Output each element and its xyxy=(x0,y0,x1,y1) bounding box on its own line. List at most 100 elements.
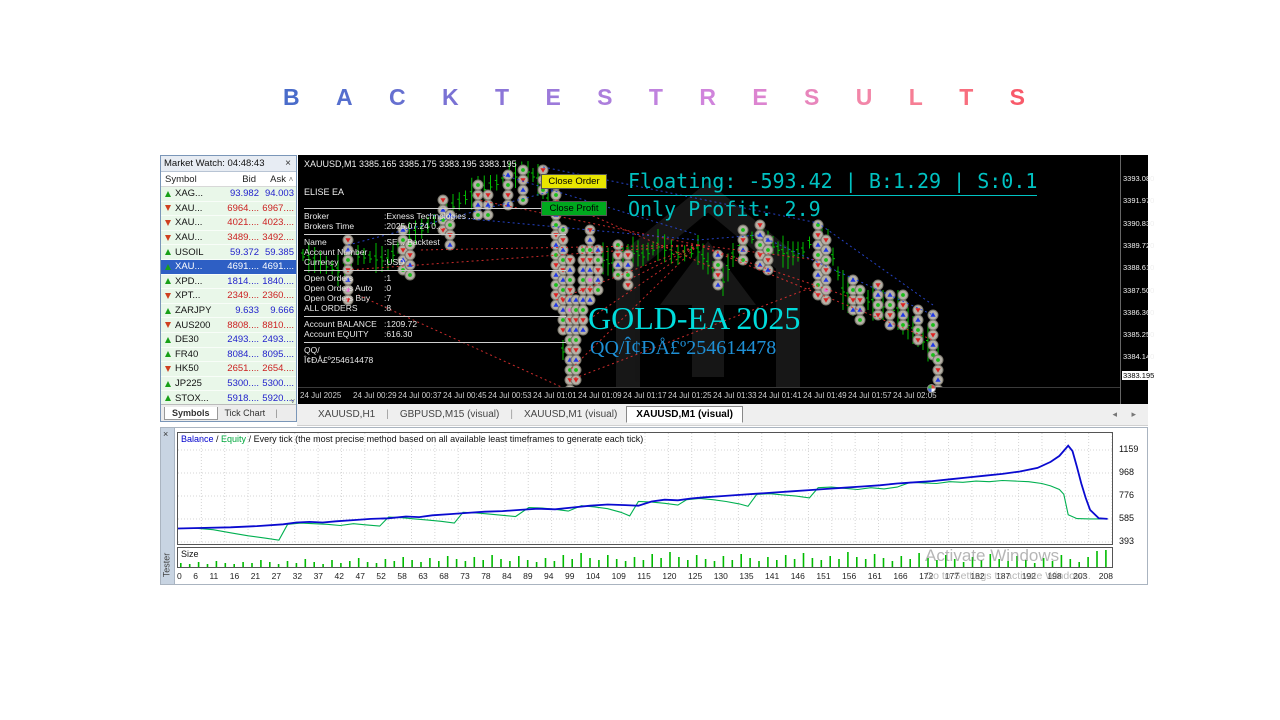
info-row: QQ/Î¢ÐÅ£º254614478 xyxy=(304,345,566,365)
symbol-name: AUS200 xyxy=(175,319,211,331)
title-letter: R xyxy=(699,84,716,110)
info-label: Open Orders xyxy=(304,273,354,283)
bid-value: 1814.... xyxy=(227,275,259,287)
close-icon[interactable]: × xyxy=(285,158,291,169)
chart-tab-3[interactable]: XAUUSD,M1 (visual) xyxy=(626,406,743,423)
market-watch-row[interactable]: AUS200 8808.... 8810.... xyxy=(161,318,296,333)
chart-plot[interactable]: XAUUSD,M1 3385.165 3385.175 3383.195 338… xyxy=(298,155,1120,387)
price-label: 3388.610 xyxy=(1123,263,1155,273)
info-row: Currency:USD xyxy=(304,257,566,267)
info-row: Brokers Time:2025.07.24 0... xyxy=(304,221,566,231)
scroll-down-icon[interactable]: ˅ xyxy=(290,396,295,406)
tester-x-tick: 146 xyxy=(790,571,805,581)
market-watch-row[interactable]: HK50 2651.... 2654.... xyxy=(161,362,296,377)
market-watch-row[interactable]: XPT... 2349.... 2360.... xyxy=(161,289,296,304)
tester-x-tick: 161 xyxy=(867,571,882,581)
market-watch-row[interactable]: XAU... 4691.... 4691.... xyxy=(161,259,296,275)
tester-x-tick: 182 xyxy=(970,571,985,581)
ask-value: 2493.... xyxy=(262,334,294,346)
market-watch-row[interactable]: USOIL 59.372 59.385 xyxy=(161,245,296,260)
time-label: 24 Jul 01:17 xyxy=(623,391,667,400)
title-letter: S xyxy=(1009,84,1025,110)
close-profit-button[interactable]: Close Profit xyxy=(541,201,607,216)
symbol-name: XPT... xyxy=(175,290,201,302)
ask-value: 94.003 xyxy=(264,188,294,200)
tab-divider: | xyxy=(386,409,389,420)
symbol-name: DE30 xyxy=(175,334,199,346)
close-icon[interactable]: × xyxy=(163,429,169,439)
symbol-name: ZARJPY xyxy=(175,305,212,317)
tester-y-tick: 776 xyxy=(1119,490,1135,500)
market-watch-row[interactable]: XAU... 3489.... 3492.... xyxy=(161,230,296,246)
tick-up-icon xyxy=(161,190,175,197)
info-separator xyxy=(304,208,566,209)
tab-scroll-icons[interactable]: ◂ ▸ xyxy=(1112,409,1142,419)
arrow-up-glyph xyxy=(165,249,171,256)
info-row: ALL ORDERS:8 xyxy=(304,303,566,313)
chart-canvas xyxy=(298,155,1120,387)
tester-x-tick: 32 xyxy=(292,571,303,581)
chart-tab-1[interactable]: GBPUSD,M15 (visual) xyxy=(399,409,500,420)
info-label: Currency xyxy=(304,257,339,267)
price-label: 3389.720 xyxy=(1123,240,1155,250)
title-letter: K xyxy=(442,84,459,110)
only-profit-overlay: Only Profit: 2.9 xyxy=(628,197,821,221)
market-watch-row[interactable]: XAU... 4021.... 4023.... xyxy=(161,216,296,231)
tester-y-tick: 393 xyxy=(1119,536,1135,546)
tester-x-tick: 78 xyxy=(481,571,491,581)
tester-side-strip: × Tester xyxy=(161,428,175,584)
tester-x-tick: 47 xyxy=(355,571,365,581)
info-label: QQ/Î¢ÐÅ£º254614478 xyxy=(304,345,374,365)
close-order-button[interactable]: Close Order xyxy=(541,174,607,189)
column-ask[interactable]: Ask xyxy=(270,173,286,185)
market-watch-row[interactable]: XAG... 93.982 94.003 xyxy=(161,187,296,202)
tester-x-tick: 37 xyxy=(313,571,324,581)
market-watch-header: Symbol Bid Ask ˄ xyxy=(161,172,296,187)
market-watch-tab-tick-chart[interactable]: Tick Chart xyxy=(224,408,266,418)
column-bid[interactable]: Bid xyxy=(242,173,256,185)
title-letter: L xyxy=(908,84,923,110)
time-label: 24 Jul 01:41 xyxy=(758,391,802,400)
bid-value: 8808.... xyxy=(227,319,259,331)
market-watch-row[interactable]: XPD... 1814.... 1840.... xyxy=(161,274,296,290)
tester-graph-canvas xyxy=(177,433,1113,544)
ask-value: 2360.... xyxy=(262,290,294,302)
tester-x-tick: 16 xyxy=(229,571,240,581)
tester-x-tick: 151 xyxy=(816,571,831,581)
tester-x-tick: 68 xyxy=(439,571,449,581)
chart-tab-2[interactable]: XAUUSD,M1 (visual) xyxy=(523,409,618,420)
chart-watermark-logo xyxy=(616,181,800,387)
symbol-name: XAU... xyxy=(175,202,203,214)
market-watch-titlebar: Market Watch: 04:48:43 × xyxy=(161,156,296,172)
info-label: Name xyxy=(304,237,327,247)
tab-divider: | xyxy=(275,408,278,418)
ask-value: 4023.... xyxy=(262,217,294,229)
tester-x-tick: 11 xyxy=(209,571,219,581)
market-watch-row[interactable]: XAU... 6964.... 6967.... xyxy=(161,201,296,217)
time-label: 24 Jul 01:49 xyxy=(803,391,847,400)
mt4-backtest-window: Market Watch: 04:48:43 × Symbol Bid Ask … xyxy=(160,155,1154,585)
info-label: ALL ORDERS xyxy=(304,303,358,313)
scroll-up-icon[interactable]: ˄ xyxy=(288,174,294,184)
bid-value: 5918.... xyxy=(227,392,259,404)
bid-value: 2493.... xyxy=(227,334,259,346)
chart-tab-0[interactable]: XAUUSD,H1 xyxy=(318,409,376,420)
symbol-name: XAU... xyxy=(175,261,203,273)
market-watch-row[interactable]: ZARJPY 9.633 9.666 xyxy=(161,303,296,319)
tick-up-icon xyxy=(161,278,175,285)
market-watch-row[interactable]: JP225 5300.... 5300.... xyxy=(161,376,296,392)
ask-value: 8095.... xyxy=(262,348,294,360)
time-label: 24 Jul 01:25 xyxy=(668,391,712,400)
symbol-name: XAU... xyxy=(175,217,203,229)
time-label: 24 Jul 02:05 xyxy=(893,391,937,400)
market-watch-row[interactable]: DE30 2493.... 2493.... xyxy=(161,332,296,348)
ask-value: 6967.... xyxy=(262,202,294,214)
market-watch-row[interactable]: FR40 8084.... 8095.... xyxy=(161,347,296,363)
tick-up-icon xyxy=(161,263,175,270)
column-symbol[interactable]: Symbol xyxy=(165,173,197,185)
tester-graph[interactable]: Balance / Equity / Every tick (the most … xyxy=(177,432,1113,545)
market-watch-panel: Market Watch: 04:48:43 × Symbol Bid Ask … xyxy=(160,155,297,422)
market-watch-tab-symbols[interactable]: Symbols xyxy=(164,406,218,420)
